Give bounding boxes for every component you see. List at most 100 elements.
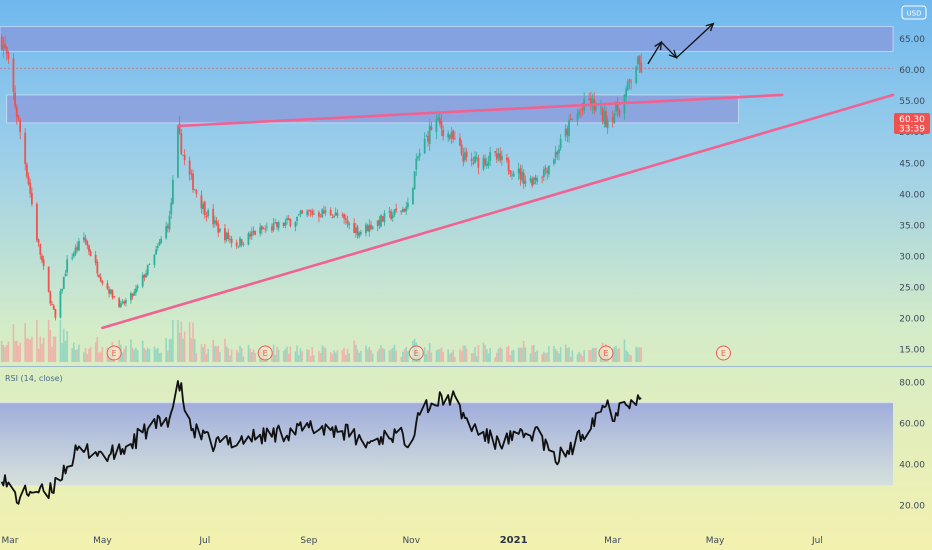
volume-bar <box>615 345 617 362</box>
projection-layer[interactable] <box>647 22 715 65</box>
volume-bar <box>121 352 124 362</box>
candle-body <box>417 156 419 159</box>
earnings-marker[interactable]: E <box>408 345 424 361</box>
candle-body <box>544 167 547 171</box>
candle-body <box>146 265 149 275</box>
volume-bar <box>12 324 15 362</box>
price-axis[interactable]: 65.0060.0055.0050.0045.0040.0035.0030.00… <box>899 35 925 356</box>
candle-body <box>427 136 429 142</box>
rsi-axis[interactable]: 80.00 60.00 40.00 20.00 <box>899 378 925 511</box>
earnings-marker-circle[interactable] <box>106 345 122 361</box>
projection-arrowhead[interactable] <box>654 40 663 51</box>
volume-bar <box>274 354 277 362</box>
volume-bar <box>297 355 300 362</box>
volume-bar <box>41 343 43 362</box>
upper-trendline[interactable] <box>176 93 784 128</box>
rsi-pane[interactable]: RSI (14, close) <box>0 374 893 505</box>
projection-path[interactable] <box>647 23 714 65</box>
volume-bar <box>250 352 253 362</box>
volume-bar <box>393 344 396 362</box>
candle-body <box>136 285 139 289</box>
volume-bar <box>78 344 80 362</box>
volume-bar <box>371 353 374 362</box>
candle-body <box>247 233 250 245</box>
lower-trendline[interactable] <box>101 93 895 330</box>
candle-body <box>401 209 404 212</box>
volume-bar <box>459 349 461 362</box>
candle-body <box>600 106 602 108</box>
candle-body <box>613 113 616 124</box>
candle-body <box>213 220 216 224</box>
volume-bar <box>242 356 245 362</box>
volume-bar <box>333 350 335 362</box>
candle-body <box>259 226 262 234</box>
price-tick-label: 20.00 <box>899 315 925 325</box>
candle-body <box>507 159 510 172</box>
volume-bar <box>541 354 543 362</box>
trendlines-layer[interactable] <box>101 93 895 330</box>
volume-bar <box>365 345 367 362</box>
volume-bar <box>156 348 159 362</box>
candle-body <box>356 226 359 236</box>
candle-body <box>435 119 438 132</box>
rsi-title: RSI (14, close) <box>5 374 63 383</box>
volume-bar <box>529 353 532 362</box>
candle-body <box>74 247 77 255</box>
currency-badge[interactable]: USD <box>901 5 927 20</box>
time-tick-label: May <box>706 536 725 546</box>
volume-bar <box>590 350 592 362</box>
price-tick-label: 25.00 <box>899 283 925 293</box>
volume-bar <box>630 355 632 362</box>
candle-body <box>25 164 28 177</box>
projection-arrowhead[interactable] <box>705 22 715 32</box>
candle-body <box>141 275 144 287</box>
volume-bar <box>306 349 308 362</box>
candle-body <box>190 173 193 175</box>
candle-body <box>470 158 473 162</box>
earnings-marker-circle[interactable] <box>257 345 273 361</box>
candle-body <box>556 151 559 155</box>
earnings-marker-circle[interactable] <box>598 345 614 361</box>
volume-bar <box>168 339 171 362</box>
volume-bar <box>482 342 485 362</box>
volume-bar <box>407 351 409 362</box>
resistance-zone[interactable] <box>0 26 894 52</box>
candle-body <box>442 129 445 137</box>
volume-bar <box>519 347 522 362</box>
volume-bar <box>376 351 379 362</box>
projection-arrowhead[interactable] <box>668 49 678 59</box>
candle-body <box>603 111 606 124</box>
currency-badge-bg[interactable] <box>901 5 927 20</box>
volume-bar <box>240 347 243 362</box>
candle-body <box>15 106 18 117</box>
candle-body <box>448 135 451 139</box>
volume-bar <box>76 349 79 362</box>
earnings-marker-circle[interactable] <box>715 345 731 361</box>
earnings-marker-label: E <box>414 349 419 358</box>
volume-bar <box>42 337 45 362</box>
candle-body <box>564 128 567 137</box>
volume-bar <box>578 351 580 362</box>
volume-bar <box>160 352 162 362</box>
candle-body <box>485 163 488 166</box>
candle-body <box>240 239 243 245</box>
earnings-marker[interactable]: E <box>106 345 122 361</box>
breakout-zone[interactable] <box>6 94 739 124</box>
earnings-marker[interactable]: E <box>598 345 614 361</box>
volume-bar <box>227 348 230 362</box>
candle-body <box>536 178 539 182</box>
candle-body <box>171 179 174 204</box>
candle-body <box>202 203 205 210</box>
earnings-marker[interactable]: E <box>257 345 273 361</box>
time-tick-label: Mar <box>2 536 19 546</box>
time-axis[interactable]: Mar May Jul Sep Nov 2021 Mar May Jul <box>2 535 823 546</box>
volume-bar <box>343 347 345 362</box>
earnings-marker-circle[interactable] <box>408 345 424 361</box>
earnings-marker[interactable]: E <box>715 345 731 361</box>
volume-bar <box>499 347 502 362</box>
candle-body <box>568 120 570 137</box>
candle-body <box>601 108 604 122</box>
